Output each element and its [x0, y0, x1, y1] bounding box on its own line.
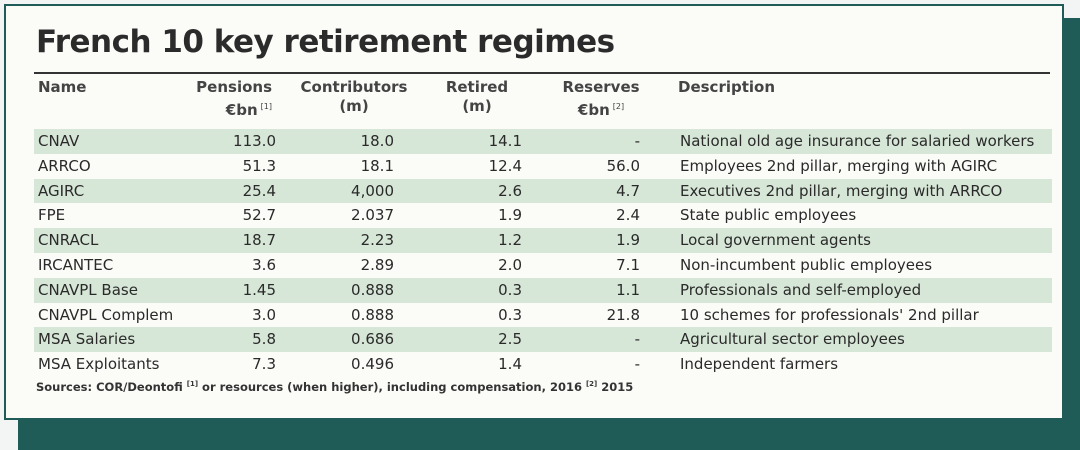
cell-pensions: 7.3 — [252, 355, 276, 374]
cell-retired: 2.0 — [498, 255, 522, 274]
cell-description: Local government agents — [680, 231, 872, 250]
cell-reserves: 7.1 — [616, 255, 640, 274]
cell-retired: 1.9 — [498, 206, 522, 225]
title-divider — [34, 72, 1050, 74]
sources-prefix: Sources: COR/Deontofi — [36, 380, 183, 394]
table-row: CNAV 113.0 18.0 14.1 - National old age … — [34, 129, 1052, 154]
header-contributors-unit: (m) — [339, 97, 369, 115]
header-contributors: Contributors (m) — [298, 78, 410, 116]
cell-contributors: 18.0 — [360, 132, 394, 150]
cell-retired: 0.3 — [498, 305, 522, 324]
sources-suffix: 2015 — [601, 380, 634, 394]
cell-description: Executives 2nd pillar, merging with ARRC… — [680, 181, 1003, 200]
table-card: French 10 key retirement regimes Name Pe… — [4, 4, 1064, 420]
header-contributors-label: Contributors — [300, 78, 408, 96]
cell-name: ARRCO — [38, 156, 91, 175]
header-name: Name — [38, 78, 86, 97]
cell-contributors: 2.23 — [360, 231, 394, 250]
cell-reserves: 56.0 — [606, 156, 640, 175]
cell-retired: 1.4 — [498, 355, 522, 374]
header-reserves-unit: €bn — [577, 101, 610, 119]
cell-name: CNAVPL Complem — [38, 305, 174, 324]
cell-description: State public employees — [680, 206, 857, 225]
cell-description: Employees 2nd pillar, merging with AGIRC — [680, 156, 998, 175]
table-row: CNRACL 18.7 2.23 1.2 1.9 Local governmen… — [34, 228, 1052, 253]
cell-pensions: 5.8 — [252, 330, 276, 349]
cell-pensions: 25.4 — [242, 181, 276, 200]
cell-contributors: 2.89 — [360, 255, 394, 274]
cell-description: Agricultural sector employees — [680, 330, 905, 349]
header-description: Description — [678, 78, 775, 97]
sources-note-2: [2] — [585, 380, 598, 388]
cell-description: National old age insurance for salaried … — [680, 132, 1035, 150]
header-pensions: Pensions €bn [1] — [194, 78, 272, 120]
sources-note-1: [1] — [186, 380, 199, 388]
header-retired-label: Retired — [445, 78, 509, 96]
header-reserves-note: [2] — [612, 102, 625, 111]
table-row: MSA Exploitants 7.3 0.496 1.4 - Independ… — [34, 352, 1052, 377]
cell-contributors: 4,000 — [351, 181, 394, 200]
header-pensions-note: [1] — [260, 102, 272, 111]
cell-name: CNAV — [38, 132, 80, 150]
table-row: CNAVPL Base 1.45 0.888 0.3 1.1 Professio… — [34, 277, 1052, 303]
header-name-label: Name — [38, 78, 87, 96]
cell-pensions: 3.0 — [252, 305, 276, 324]
cell-pensions: 52.7 — [242, 206, 276, 225]
table-row: AGIRC 25.4 4,000 2.6 4.7 Executives 2nd … — [34, 178, 1052, 204]
table-body: CNAV 113.0 18.0 14.1 - National old age … — [34, 129, 1052, 377]
cell-description: 10 schemes for professionals' 2nd pillar — [680, 305, 979, 324]
table-row: FPE 52.7 2.037 1.9 2.4 State public empl… — [34, 203, 1052, 228]
cell-retired: 1.2 — [498, 231, 522, 250]
cell-reserves: 1.1 — [616, 280, 640, 299]
cell-contributors: 0.888 — [351, 305, 394, 324]
table-row: CNAVPL Complem 3.0 0.888 0.3 21.8 10 sch… — [34, 303, 1052, 328]
sources-footnote: Sources: COR/Deontofi [1] or resources (… — [36, 380, 633, 394]
cell-retired: 2.6 — [498, 181, 522, 200]
header-retired-unit: (m) — [462, 97, 492, 115]
cell-description: Professionals and self-employed — [680, 280, 922, 299]
cell-reserves: 21.8 — [606, 305, 640, 324]
sources-mid: or resources (when higher), including co… — [202, 380, 582, 394]
cell-pensions: 51.3 — [242, 156, 276, 175]
cell-reserves: - — [634, 132, 640, 150]
cell-retired: 14.1 — [488, 132, 522, 150]
cell-pensions: 1.45 — [242, 280, 276, 299]
cell-name: CNAVPL Base — [38, 280, 138, 299]
cell-contributors: 0.888 — [351, 280, 394, 299]
header-retired: Retired (m) — [442, 78, 512, 116]
cell-description: Independent farmers — [680, 355, 839, 374]
cell-reserves: 2.4 — [616, 206, 640, 225]
header-reserves: Reserves €bn [2] — [556, 78, 646, 120]
header-pensions-label: Pensions — [196, 78, 272, 96]
cell-pensions: 113.0 — [233, 132, 276, 150]
cell-contributors: 0.686 — [351, 330, 394, 349]
cell-name: MSA Salaries — [38, 330, 136, 349]
cell-reserves: - — [634, 330, 640, 349]
cell-name: FPE — [38, 206, 66, 225]
header-pensions-unit: €bn — [225, 101, 258, 119]
cell-retired: 12.4 — [488, 156, 522, 175]
cell-retired: 2.5 — [498, 330, 522, 349]
header-description-label: Description — [678, 78, 776, 96]
table-title: French 10 key retirement regimes — [36, 24, 615, 60]
cell-contributors: 2.037 — [351, 206, 394, 225]
cell-contributors: 18.1 — [360, 156, 394, 175]
cell-reserves: 1.9 — [616, 231, 640, 250]
cell-description: Non-incumbent public employees — [680, 255, 933, 274]
table-row: MSA Salaries 5.8 0.686 2.5 - Agricultura… — [34, 327, 1052, 353]
cell-name: IRCANTEC — [38, 255, 114, 274]
cell-name: AGIRC — [38, 181, 85, 200]
cell-name: MSA Exploitants — [38, 355, 160, 374]
cell-retired: 0.3 — [498, 280, 522, 299]
header-reserves-label: Reserves — [562, 78, 640, 96]
cell-contributors: 0.496 — [351, 355, 394, 374]
cell-reserves: - — [634, 355, 640, 374]
table-row: IRCANTEC 3.6 2.89 2.0 7.1 Non-incumbent … — [34, 253, 1052, 278]
cell-reserves: 4.7 — [616, 181, 640, 200]
cell-name: CNRACL — [38, 231, 99, 250]
cell-pensions: 3.6 — [252, 255, 276, 274]
cell-pensions: 18.7 — [242, 231, 276, 250]
table-row: ARRCO 51.3 18.1 12.4 56.0 Employees 2nd … — [34, 154, 1052, 179]
